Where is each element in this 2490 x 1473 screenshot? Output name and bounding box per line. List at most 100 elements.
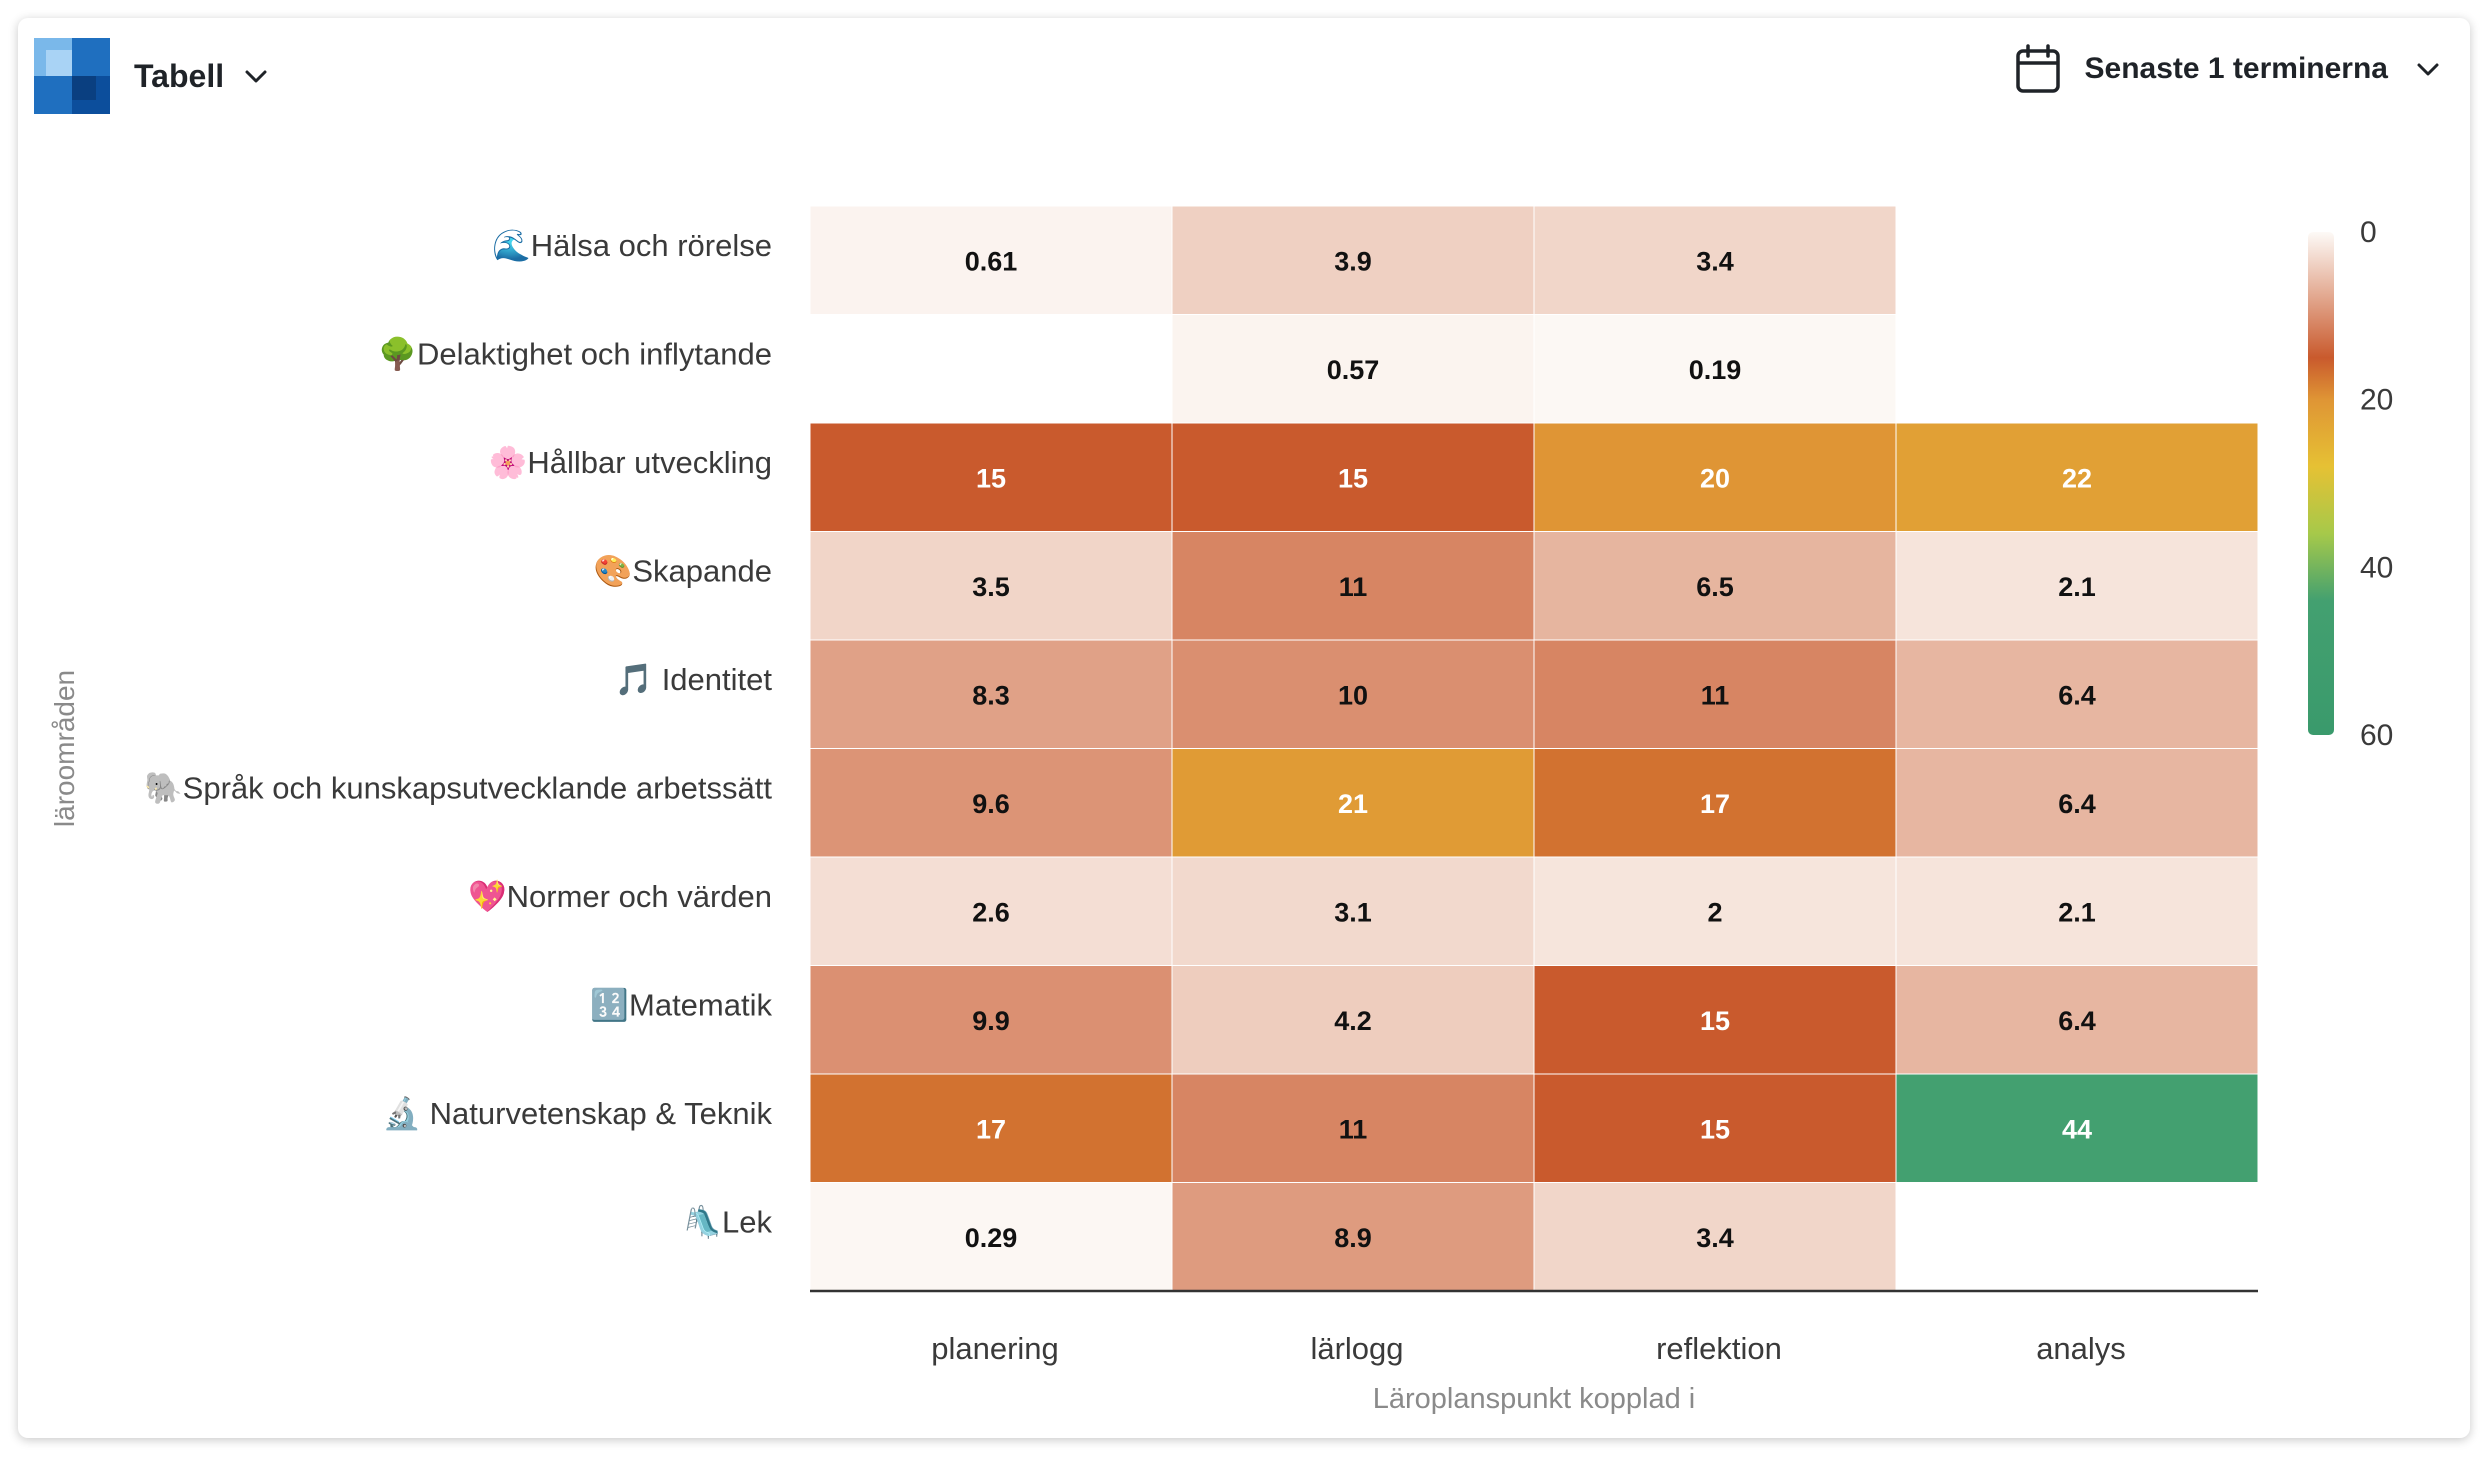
heatmap-cell[interactable] [1895,639,2259,749]
heatmap-cell[interactable] [1533,205,1897,315]
cell-value-label: 22 [2062,463,2092,493]
y-tick-label: 🔢Matematik [590,987,772,1023]
heatmap-cell[interactable] [809,965,1173,1075]
heatmap-cell[interactable] [1533,748,1897,858]
heatmap-cell[interactable] [1171,639,1535,749]
chevron-down-icon [2417,63,2439,76]
y-tick-label: 🎵 Identitet [614,662,772,697]
heatmap-cell[interactable] [1533,856,1897,966]
heatmap-cell[interactable] [809,205,1173,315]
cell-value-label: 11 [1339,572,1368,602]
y-tick-label: 🌸Hållbar utveckling [489,444,772,480]
heatmap-cell[interactable] [1171,205,1535,315]
cell-value-label: 0.57 [1327,355,1380,385]
cell-value-label: 10 [1338,680,1368,710]
grid-app-icon [34,38,110,114]
heatmap-cell[interactable] [1895,531,2259,641]
heatmap-cell[interactable] [1533,422,1897,532]
x-tick-label: analys [2036,1331,2126,1366]
colorbar-tick-label: 20 [2360,384,2393,417]
heatmap-cell[interactable] [1895,748,2259,858]
chevron-down-icon [245,70,267,83]
y-tick-label: 🔬 Naturvetenskap & Teknik [382,1094,772,1131]
heatmap-cell[interactable] [1533,965,1897,1075]
heatmap-cell[interactable] [1533,1073,1897,1183]
heatmap-cell[interactable] [1895,965,2259,1075]
cell-value-label: 17 [976,1114,1006,1144]
cell-value-label: 0.19 [1689,355,1742,385]
cell-value-label: 17 [1700,789,1730,819]
y-tick-label: 🌳Delaktighet och inflytande [378,335,772,372]
cell-value-label: 9.9 [972,1006,1010,1036]
heatmap-cell[interactable] [1171,314,1535,424]
y-tick-label: 🎨Skapande [594,552,772,589]
cell-value-label: 44 [2062,1114,2092,1144]
heatmap-cell[interactable] [1896,314,2258,424]
heatmap-cell[interactable] [1533,531,1897,641]
heatmap-cell[interactable] [809,856,1173,966]
period-dropdown[interactable]: Senaste 1 terminerna [2015,38,2442,100]
cell-value-label: 3.4 [1696,1223,1734,1253]
y-tick-label: 🛝Lek [683,1204,772,1240]
colorbar [2308,232,2334,735]
heatmap-cell[interactable] [1895,422,2259,532]
heatmap-cell[interactable] [1171,422,1535,532]
cell-value-label: 4.2 [1334,1006,1372,1036]
cell-value-label: 15 [1700,1114,1730,1144]
calendar-icon [2015,44,2060,93]
cell-value-label: 11 [1701,680,1730,710]
cell-value-label: 20 [1700,463,1730,493]
cell-value-label: 6.4 [2058,1006,2096,1036]
x-tick-label: reflektion [1656,1331,1782,1366]
heatmap-cell[interactable] [1533,639,1897,749]
y-axis-title: läroområden [49,670,80,827]
x-tick-label: lärlogg [1310,1331,1403,1366]
cell-value-label: 2.1 [2058,572,2096,602]
x-axis-title: Läroplanspunkt kopplad i [1373,1383,1695,1415]
cell-value-label: 3.1 [1334,897,1372,927]
cell-value-label: 2.6 [972,897,1010,927]
heatmap-cell[interactable] [1896,206,2258,315]
colorbar-tick-label: 40 [2360,551,2393,584]
cell-value-label: 3.9 [1334,246,1372,276]
x-tick-label: planering [931,1331,1059,1366]
heatmap-cell[interactable] [1895,856,2259,966]
heatmap-cell[interactable] [809,1182,1173,1292]
cell-value-label: 0.61 [965,246,1018,276]
cell-value-label: 3.4 [1696,246,1734,276]
cell-value-label: 0.29 [965,1223,1018,1253]
heatmap-cell[interactable] [1171,856,1535,966]
colorbar-tick-label: 60 [2360,719,2393,752]
colorbar-tick-label: 0 [2360,216,2377,249]
cell-value-label: 2.1 [2058,897,2096,927]
cell-value-label: 8.9 [1334,1223,1372,1253]
heatmap-cell[interactable] [810,314,1172,424]
heatmap-cell[interactable] [1533,314,1897,424]
heatmap-cell[interactable] [809,1073,1173,1183]
cell-value-label: 6.4 [2058,680,2096,710]
cell-value-label: 15 [1700,1006,1730,1036]
cell-value-label: 6.4 [2058,789,2096,819]
cell-value-label: 3.5 [972,572,1010,602]
heatmap-cell[interactable] [1896,1182,2258,1292]
visualization-type-dropdown[interactable]: Tabell [32,36,270,116]
cell-value-label: 21 [1338,789,1368,819]
cell-value-label: 2 [1707,897,1722,927]
cell-value-label: 15 [1338,463,1368,493]
heatmap-cell[interactable] [809,531,1173,641]
heatmap-cell[interactable] [1171,531,1535,641]
heatmap-cell[interactable] [809,748,1173,858]
heatmap-cell[interactable] [1171,748,1535,858]
period-label: Senaste 1 terminerna [2084,52,2388,85]
cell-value-label: 11 [1339,1114,1368,1144]
cell-value-label: 15 [976,463,1006,493]
y-tick-label: 🐘Språk och kunskapsutvecklande arbetssät… [144,771,772,806]
y-tick-label: 🌊Hälsa och rörelse [492,227,772,263]
heatmap-cell[interactable] [1533,1182,1897,1292]
cell-value-label: 9.6 [972,789,1010,819]
cell-value-label: 6.5 [1696,572,1734,602]
cell-value-label: 8.3 [972,680,1010,710]
heatmap-cell[interactable] [1171,965,1535,1075]
y-tick-label: 💖Normer och värden [468,878,772,914]
